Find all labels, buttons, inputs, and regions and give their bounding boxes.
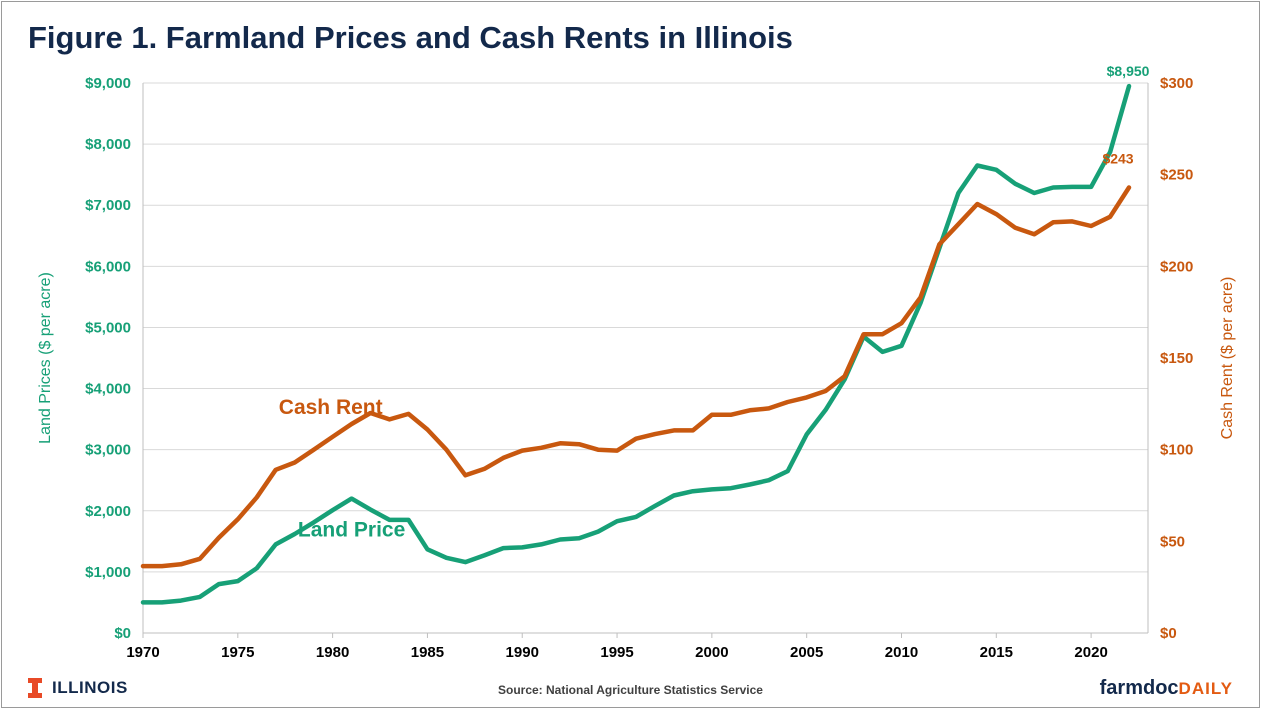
y-right-tick-label: $50 xyxy=(1160,533,1185,550)
cash-rent-series-label: Cash Rent xyxy=(279,396,383,419)
y-right-axis-title: Cash Rent ($ per acre) xyxy=(1219,277,1236,440)
y-right-tick-label: $150 xyxy=(1160,350,1193,367)
cash-rent-line xyxy=(140,185,1132,569)
x-tick-label: 2005 xyxy=(790,644,823,661)
y-left-tick-label: $0 xyxy=(114,625,131,642)
y-left-tick-label: $8,000 xyxy=(85,136,131,153)
y-left-tick-label: $4,000 xyxy=(85,381,131,398)
y-right-tick-label: $250 xyxy=(1160,167,1193,184)
x-tick-label: 2010 xyxy=(885,644,918,661)
x-tick-label: 1975 xyxy=(221,644,254,661)
y-left-tick-label: $5,000 xyxy=(85,319,131,336)
y-left-tick-label: $3,000 xyxy=(85,442,131,459)
brand-part2: DAILY xyxy=(1178,679,1233,698)
x-tick-label: 1990 xyxy=(506,644,539,661)
y-left-axis-title: Land Prices ($ per acre) xyxy=(37,272,54,444)
illinois-logo-text: ILLINOIS xyxy=(52,678,128,697)
farmdoc-daily-logo: farmdocDAILY xyxy=(1100,677,1233,700)
y-left-tick-label: $2,000 xyxy=(85,503,131,520)
x-tick-label: 2015 xyxy=(980,644,1013,661)
page-title: Figure 1. Farmland Prices and Cash Rents… xyxy=(28,20,793,55)
y-left-tick-label: $7,000 xyxy=(85,197,131,214)
x-tick-label: 1980 xyxy=(316,644,349,661)
land-price-series-label: Land Price xyxy=(298,518,405,541)
source-note: Source: National Agriculture Statistics … xyxy=(498,683,763,697)
cash-rent-end-label: $243 xyxy=(1102,151,1133,167)
brand-part1: farmdoc xyxy=(1099,677,1179,699)
y-left-tick-label: $6,000 xyxy=(85,258,131,275)
x-tick-label: 2020 xyxy=(1074,644,1107,661)
x-tick-label: 2000 xyxy=(695,644,728,661)
land-price-line xyxy=(140,83,1132,605)
illinois-block-i-icon xyxy=(28,678,42,698)
x-tick-label: 1995 xyxy=(600,644,633,661)
land-price-end-label: $8,950 xyxy=(1107,63,1150,79)
y-left-tick-label: $1,000 xyxy=(85,564,131,581)
x-tick-label: 1970 xyxy=(126,644,159,661)
y-right-tick-label: $100 xyxy=(1160,442,1193,459)
y-right-tick-label: $300 xyxy=(1160,75,1193,92)
y-left-tick-label: $9,000 xyxy=(85,75,131,92)
y-right-tick-label: $0 xyxy=(1160,625,1177,642)
illinois-logo: ILLINOIS xyxy=(28,678,128,698)
x-tick-label: 1985 xyxy=(411,644,444,661)
y-right-tick-label: $200 xyxy=(1160,258,1193,275)
